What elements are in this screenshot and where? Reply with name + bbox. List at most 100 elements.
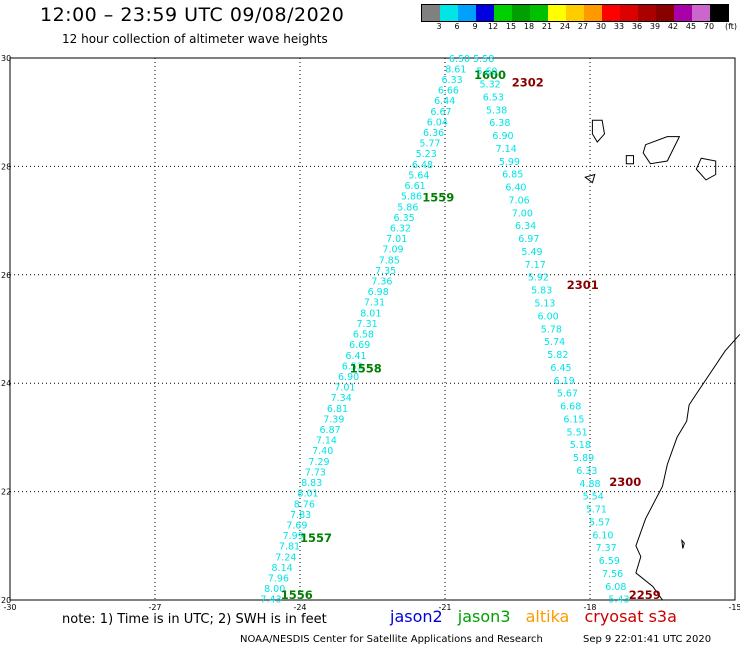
swh-value: 6.50 [449, 54, 470, 65]
y-tick-label: 24 [1, 379, 11, 388]
swh-value: 7.73 [305, 467, 326, 478]
swh-value: 7.14 [316, 436, 337, 447]
swh-value: 7.40 [312, 446, 333, 457]
x-tick-label: -30 [3, 603, 16, 612]
swh-value: 5.64 [408, 171, 429, 182]
swh-value: 8.01 [297, 489, 318, 500]
swh-value: 6.08 [605, 582, 626, 593]
swh-value: 7.39 [323, 414, 344, 425]
scale-swatch [530, 5, 548, 21]
scale-label: 9 [472, 22, 478, 31]
island [695, 157, 717, 181]
swh-value: 6.67 [430, 107, 451, 118]
scale-label: 24 [559, 22, 571, 31]
scale-label: 39 [649, 22, 661, 31]
swh-value: 6.53 [342, 361, 363, 372]
scale-swatch [512, 5, 530, 21]
swh-value: 6.85 [502, 170, 523, 181]
swh-value: 7.56 [602, 569, 623, 580]
scale-label: 30 [595, 22, 607, 31]
scale-swatch [692, 5, 710, 21]
swh-value: 5.86 [397, 202, 418, 213]
island [681, 538, 685, 549]
swh-value: 6.61 [405, 181, 426, 192]
island [625, 155, 634, 165]
swh-value: 7.43 [260, 595, 281, 606]
y-tick-label: 22 [1, 488, 11, 497]
island [584, 173, 596, 184]
swh-value: 6.69 [349, 340, 370, 351]
pass-time-label: 1600 [474, 68, 506, 82]
swh-value: 6.10 [592, 530, 613, 541]
scale-swatch [638, 5, 656, 21]
swh-value: 5.57 [589, 517, 610, 528]
swh-value: 5.38 [486, 105, 507, 116]
swh-value: 7.96 [268, 574, 289, 585]
swh-value: 7.36 [371, 277, 392, 288]
scale-label: 70 [703, 22, 715, 31]
swh-value: 6.36 [423, 128, 444, 139]
swh-value: 6.45 [550, 363, 571, 374]
swh-value: 5.92 [528, 273, 549, 284]
swh-value: 6.40 [505, 183, 526, 194]
scale-swatch [458, 5, 476, 21]
swh-value: 8.83 [301, 478, 322, 489]
swh-value: 5.77 [419, 139, 440, 150]
scale-swatch [494, 5, 512, 21]
scale-label: 6 [454, 22, 460, 31]
swh-value: 8.61 [445, 64, 466, 75]
pass-time-label: 2302 [512, 76, 544, 90]
swh-value: 6.90 [338, 372, 359, 383]
legend-altika: altika [525, 607, 570, 626]
swh-value: 6.00 [538, 311, 559, 322]
scale-swatch [476, 5, 494, 21]
swh-value: 5.71 [586, 505, 607, 516]
swh-value: 7.37 [596, 543, 617, 554]
swh-value: 6.33 [442, 75, 463, 86]
swh-value: 5.13 [534, 299, 555, 310]
scale-label: 15 [505, 22, 517, 31]
island [642, 136, 681, 165]
swh-value: 6.32 [390, 224, 411, 235]
y-tick-label: 26 [1, 271, 11, 280]
scale-swatch [620, 5, 638, 21]
swh-value: 6.97 [518, 234, 539, 245]
swh-value: 5.51 [567, 427, 588, 438]
swh-value: 4.88 [579, 479, 600, 490]
swh-value: 5.89 [573, 453, 594, 464]
swh-value: 7.85 [379, 255, 400, 266]
scale-label: 36 [631, 22, 643, 31]
swh-value: 6.04 [427, 117, 448, 128]
swh-value: 5.86 [401, 192, 422, 203]
swh-value: 5.83 [531, 286, 552, 297]
map-frame [9, 57, 736, 601]
swh-value: 6.53 [483, 92, 504, 103]
scale-swatch [566, 5, 584, 21]
y-tick-label: 20 [1, 596, 11, 605]
swh-value: 6.34 [515, 221, 536, 232]
swh-value: 6.98 [368, 287, 389, 298]
swh-value: 5.60 [476, 67, 497, 78]
scale-swatch [602, 5, 620, 21]
pass-time-label: 2259 [629, 588, 661, 602]
pass-time-label: 2300 [609, 475, 641, 489]
swh-value: 6.15 [563, 414, 584, 425]
swh-value: 6.90 [492, 131, 513, 142]
swh-value: 5.23 [416, 149, 437, 160]
legend-cryosat: cryosat s3a [584, 607, 677, 626]
swh-value: 7.06 [509, 196, 530, 207]
swh-value: 5.99 [499, 157, 520, 168]
swh-value: 6.59 [599, 556, 620, 567]
swh-value: 5.49 [521, 247, 542, 258]
note-text: note: 1) Time is in UTC; 2) SWH is in fe… [62, 612, 327, 627]
swh-value: 7.31 [357, 319, 378, 330]
swh-value: 7.24 [275, 552, 296, 563]
swh-value: 6.19 [554, 376, 575, 387]
swh-value: 6.33 [576, 466, 597, 477]
color-scale [421, 4, 729, 22]
credit-timestamp: Sep 9 22:01:41 UTC 2020 [583, 634, 712, 645]
scale-label: 12 [487, 22, 499, 31]
x-tick-label: -27 [148, 603, 161, 612]
swh-value: 5.54 [583, 492, 604, 503]
